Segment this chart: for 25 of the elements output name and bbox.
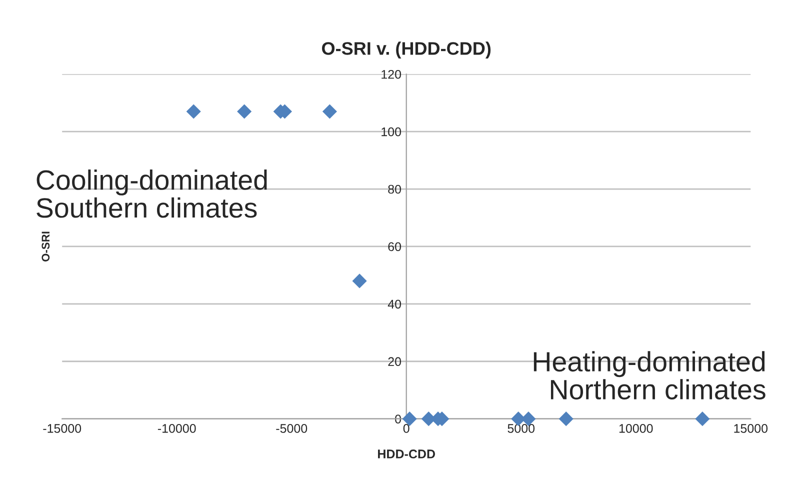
y-tick-label: 120 — [382, 70, 402, 79]
point — [558, 412, 574, 426]
y-tick-label: 60 — [388, 242, 402, 252]
point — [237, 104, 252, 119]
point — [695, 412, 710, 426]
x-tick-label: 15000 — [734, 424, 768, 433]
point — [186, 104, 201, 119]
x-tick-label: -15000 — [43, 424, 82, 433]
annotation: Cooling-dominated Southern climates — [36, 170, 267, 218]
point — [322, 104, 337, 119]
chart-title: O-SRI v. (HDD-CDD) — [322, 42, 491, 58]
y-tick-label: 40 — [388, 300, 402, 309]
y-tick-label: 80 — [388, 184, 402, 194]
x-tick-label: 0 — [403, 424, 410, 433]
x-tick-label: -10000 — [158, 424, 196, 433]
x-tick-label: -5000 — [276, 424, 308, 433]
x-axis-title: HDD-CDD — [378, 450, 435, 458]
x-tick-label: 5000 — [508, 424, 535, 433]
y-tick-label: 100 — [382, 127, 402, 136]
y-tick-label: 0 — [395, 414, 402, 424]
x-tick-label: 10000 — [619, 424, 653, 433]
point — [352, 274, 367, 288]
y-tick-label: 20 — [388, 357, 402, 366]
y-axis-title: O-SRI — [42, 232, 50, 262]
annotation: Heating-dominated Northern climates — [534, 351, 766, 400]
